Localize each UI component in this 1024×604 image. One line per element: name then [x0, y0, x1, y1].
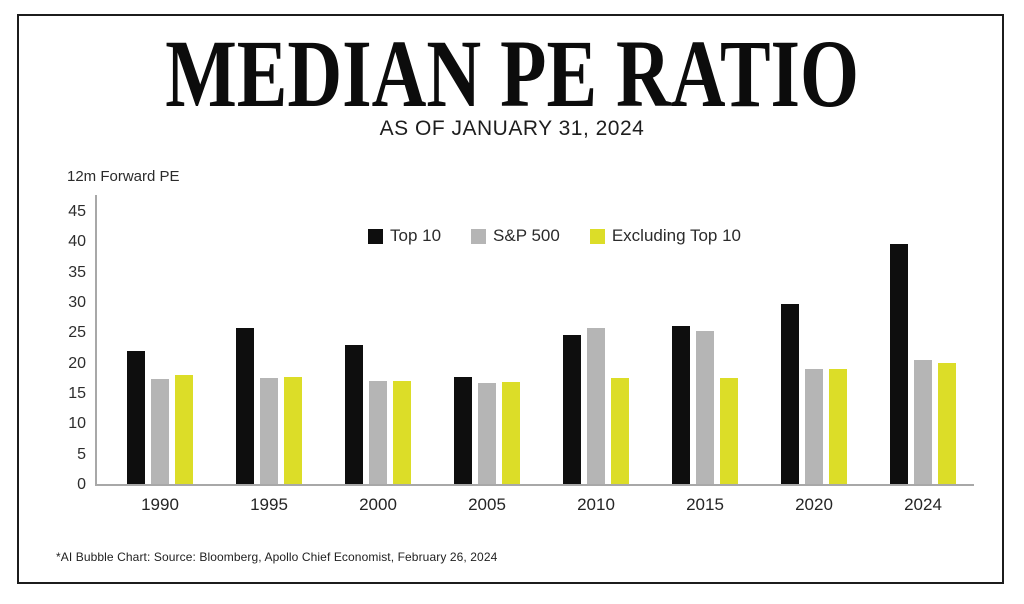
legend-swatch-excluding-top-10 — [589, 228, 605, 244]
bar-s-p-500-1990 — [151, 379, 169, 484]
bar-excluding-top-10-1990 — [175, 375, 193, 484]
source-footnote: *AI Bubble Chart: Source: Bloomberg, Apo… — [56, 550, 498, 564]
bar-top-10-2024 — [890, 244, 908, 484]
bar-s-p-500-2024 — [914, 360, 932, 484]
bar-s-p-500-2020 — [805, 369, 823, 484]
x-axis-label-2015: 2015 — [686, 495, 724, 514]
y-tick-label-35: 35 — [68, 263, 86, 281]
x-axis-line — [95, 484, 974, 486]
legend-item-s-p-500: S&P 500 — [471, 226, 560, 246]
legend-swatch-top-10 — [368, 228, 383, 244]
x-axis-label-2024: 2024 — [904, 495, 942, 514]
bar-s-p-500-2005 — [478, 383, 496, 484]
x-axis-label-2010: 2010 — [577, 495, 615, 514]
chart-legend: Top 10 S&P 500 Excluding Top 10 — [368, 226, 741, 246]
bar-s-p-500-1995 — [260, 378, 278, 484]
bar-top-10-2015 — [672, 326, 690, 484]
legend-label-s-p-500: S&P 500 — [493, 226, 560, 245]
y-tick-label-40: 40 — [68, 233, 86, 251]
y-tick-label-5: 5 — [77, 445, 86, 463]
bar-top-10-1995 — [236, 328, 254, 484]
bar-excluding-top-10-2024 — [938, 363, 956, 484]
x-axis-label-1990: 1990 — [141, 495, 179, 514]
bar-top-10-2010 — [563, 335, 581, 484]
y-axis-line — [95, 195, 97, 486]
bar-s-p-500-2010 — [587, 328, 605, 484]
bar-excluding-top-10-1995 — [284, 377, 302, 484]
page-subtitle: AS OF JANUARY 31, 2024 — [379, 117, 645, 140]
y-tick-label-45: 45 — [68, 203, 86, 220]
legend-item-excluding-top-10: Excluding Top 10 — [589, 226, 742, 246]
legend-item-top-10: Top 10 — [368, 226, 441, 246]
x-axis-label-1995: 1995 — [250, 495, 288, 514]
legend-label-excluding-top-10: Excluding Top 10 — [611, 226, 742, 245]
bar-excluding-top-10-2020 — [829, 369, 847, 484]
bar-excluding-top-10-2010 — [611, 378, 629, 484]
bar-excluding-top-10-2015 — [720, 378, 738, 484]
legend-swatch-s-p-500 — [471, 228, 487, 244]
y-tick-label-30: 30 — [68, 294, 86, 311]
y-tick-label-10: 10 — [68, 415, 86, 433]
y-tick-label-25: 25 — [68, 324, 86, 342]
y-tick-label-0: 0 — [77, 476, 86, 493]
bar-top-10-2005 — [454, 377, 472, 484]
y-tick-label-20: 20 — [68, 354, 86, 372]
page-title-text: MEDIAN PE RATIO — [165, 20, 859, 127]
bar-top-10-2020 — [781, 304, 799, 484]
x-axis-label-2020: 2020 — [795, 495, 833, 514]
y-tick-label-15: 15 — [68, 385, 86, 402]
bar-excluding-top-10-2000 — [393, 381, 411, 484]
bar-top-10-2000 — [345, 345, 363, 484]
bar-s-p-500-2000 — [369, 381, 387, 484]
bar-top-10-1990 — [127, 351, 145, 484]
legend-label-top-10: Top 10 — [390, 226, 442, 245]
y-axis-unit-label: 12m Forward PE — [67, 168, 180, 185]
bar-s-p-500-2015 — [696, 331, 714, 484]
x-axis-label-2005: 2005 — [468, 495, 506, 514]
chart-card-border — [17, 14, 1004, 584]
bar-excluding-top-10-2005 — [502, 382, 520, 484]
x-axis-label-2000: 2000 — [359, 495, 397, 514]
page-title: MEDIAN PE RATIO — [0, 26, 1024, 122]
